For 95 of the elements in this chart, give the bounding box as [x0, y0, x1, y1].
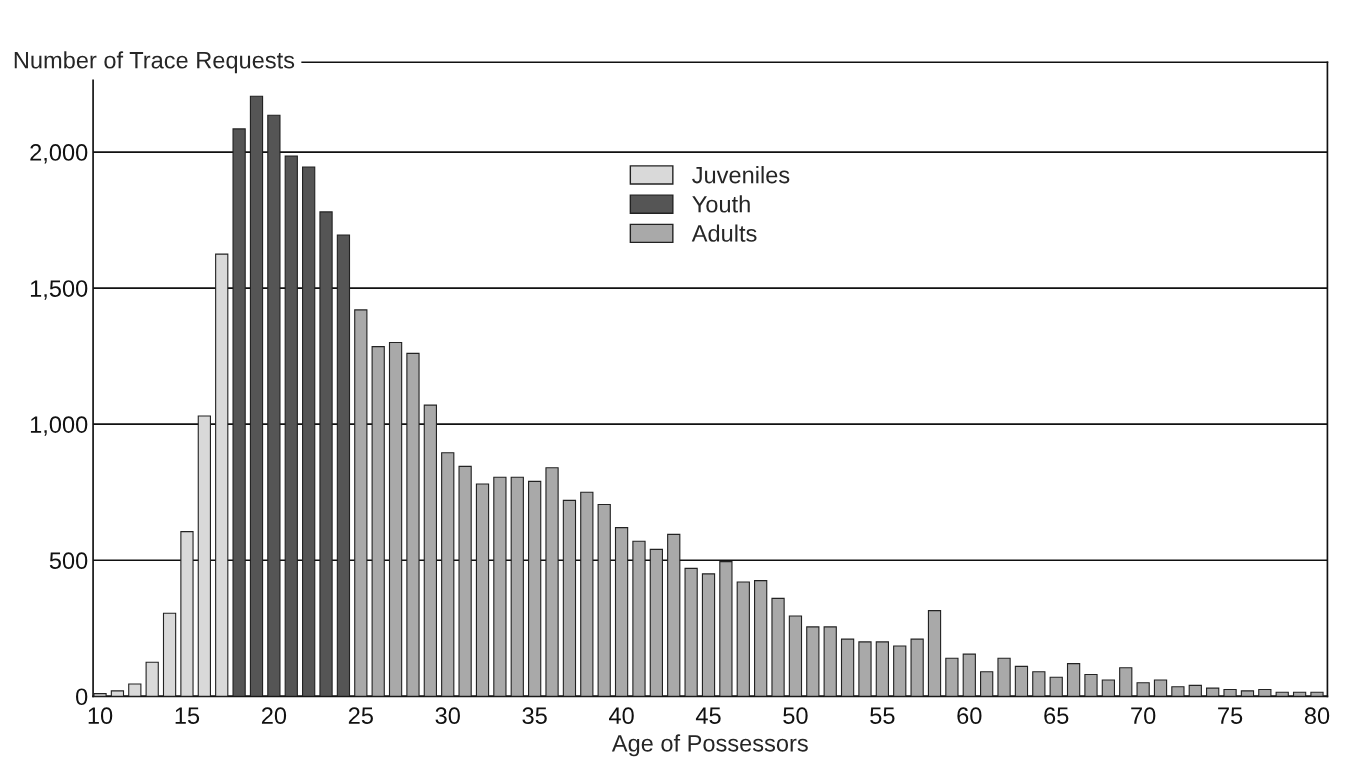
x-tick-label: 10	[88, 707, 113, 725]
bar	[840, 638, 855, 697]
bar	[806, 626, 820, 697]
x-tick-label: 55	[870, 707, 895, 725]
bar	[406, 352, 420, 697]
bar	[1049, 676, 1063, 697]
bar	[545, 467, 559, 697]
bar	[371, 346, 385, 697]
x-tick-label: 60	[957, 707, 982, 725]
bar	[1032, 671, 1046, 697]
bar	[754, 580, 768, 697]
bar	[510, 476, 524, 697]
y-axis-title: Number of Trace Requests	[14, 51, 295, 74]
y-tick-label: 1,500	[30, 280, 88, 300]
x-tick-label: 65	[1044, 707, 1069, 725]
bar	[1206, 687, 1220, 697]
bar	[180, 531, 194, 697]
bar	[1101, 679, 1116, 697]
y-tick-label: 1,000	[30, 416, 88, 436]
legend-label: Juveniles	[692, 166, 790, 184]
bar	[632, 540, 646, 697]
bar	[893, 645, 907, 697]
bar	[771, 597, 785, 697]
bar	[249, 95, 264, 697]
x-tick-label: 35	[522, 707, 547, 725]
bar	[423, 404, 437, 697]
bar	[145, 661, 159, 697]
bar	[667, 533, 681, 697]
bar	[1310, 691, 1324, 697]
bar	[1258, 688, 1272, 697]
bar	[1275, 691, 1289, 697]
bar	[649, 548, 663, 697]
bar	[215, 253, 229, 697]
bar	[110, 690, 125, 697]
bar	[701, 573, 716, 697]
bar	[823, 626, 837, 697]
bar	[302, 166, 316, 697]
bar	[1119, 667, 1133, 697]
x-tick-label: 40	[609, 707, 634, 725]
x-tick-label: 45	[695, 707, 721, 725]
bar	[614, 527, 629, 697]
bar	[684, 567, 698, 697]
legend-label: Adults	[691, 224, 757, 242]
bar	[1223, 688, 1237, 697]
bar	[197, 415, 211, 697]
bar	[719, 561, 733, 697]
bar	[267, 114, 281, 697]
bar	[284, 155, 298, 697]
bar	[1066, 663, 1081, 697]
bar	[162, 612, 177, 697]
legend-label: Youth	[692, 195, 750, 213]
bar	[232, 128, 246, 697]
bar	[388, 341, 403, 697]
bar	[1153, 679, 1168, 697]
x-tick-label: 15	[175, 707, 200, 725]
x-tick-label: 30	[435, 707, 460, 725]
bar	[788, 615, 803, 697]
x-tick-label: 70	[1131, 707, 1156, 725]
bar	[319, 211, 333, 697]
bar	[927, 610, 942, 697]
bar	[93, 693, 107, 697]
bar	[875, 641, 889, 697]
x-tick-label: 20	[261, 707, 287, 725]
bar	[336, 234, 351, 697]
bar	[1136, 682, 1150, 697]
x-tick-label: 75	[1218, 707, 1243, 725]
bar	[858, 641, 872, 697]
bar	[1014, 665, 1029, 697]
x-tick-label: 25	[348, 707, 373, 725]
bar	[354, 309, 368, 697]
bar	[1188, 684, 1202, 697]
bar	[980, 671, 994, 697]
bar	[1084, 673, 1098, 697]
bar	[493, 476, 507, 697]
bar	[580, 491, 594, 697]
x-tick-label: 50	[783, 707, 808, 725]
bar	[528, 480, 542, 697]
x-tick-label: 80	[1304, 707, 1330, 725]
bar	[962, 653, 976, 697]
y-tick-label: 500	[49, 552, 88, 570]
bar	[128, 683, 142, 697]
bar	[1240, 690, 1255, 697]
bar	[562, 499, 577, 697]
bar	[945, 657, 959, 697]
y-tick-label: 2,000	[30, 144, 88, 164]
x-axis-title: Age of Possessors	[611, 734, 808, 757]
bar	[997, 657, 1011, 697]
y-tick-label: 0	[76, 688, 88, 706]
bar	[1171, 686, 1185, 697]
bar	[597, 503, 611, 697]
bar	[475, 483, 490, 697]
bar	[736, 581, 750, 697]
bar	[441, 452, 455, 697]
bar	[458, 465, 472, 697]
bar	[910, 638, 924, 697]
